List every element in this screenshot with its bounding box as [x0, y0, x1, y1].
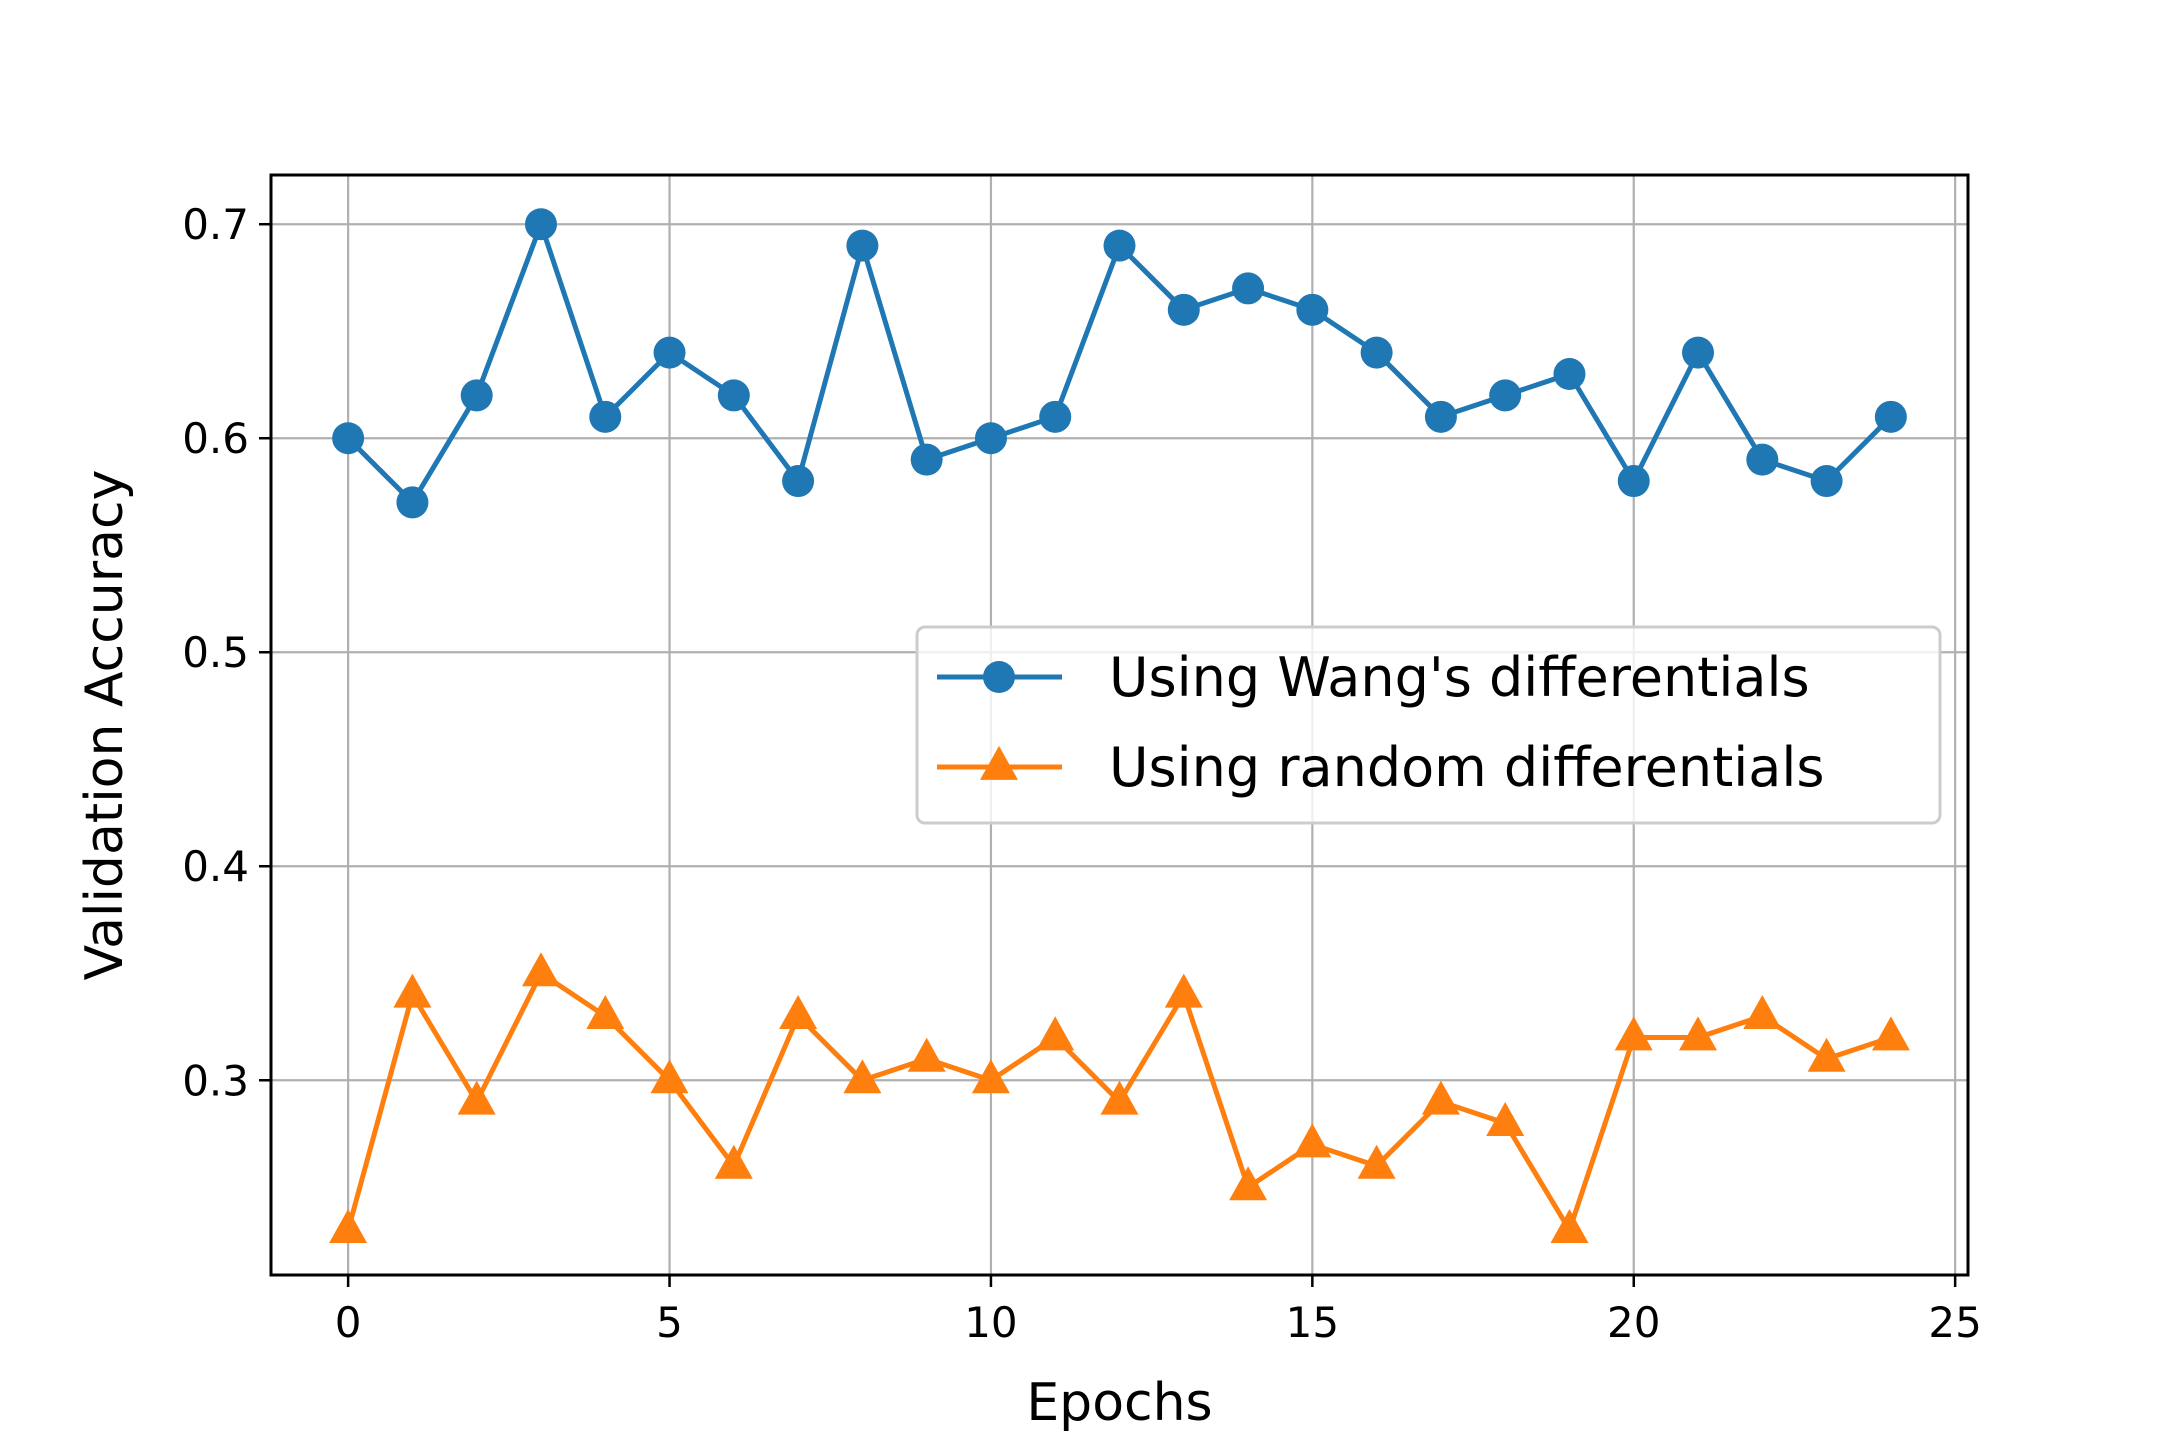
legend-item-1: Using Wang's differentials — [937, 646, 1810, 709]
series-1-point — [1232, 272, 1265, 305]
series-2-point — [1807, 1037, 1846, 1072]
series-1-point — [1424, 400, 1457, 433]
series-2-point — [714, 1144, 753, 1179]
legend-box — [915, 625, 1942, 825]
series-2-point — [1357, 1144, 1396, 1179]
series-2-point — [1100, 1080, 1139, 1115]
series-1-point — [1489, 379, 1522, 412]
series-1-point — [1103, 229, 1136, 262]
axis-ticks: 0 5 10 15 20 25 0.3 0.4 0.5 0.6 0.7 — [182, 200, 1982, 1347]
series-2-point — [779, 995, 818, 1029]
series-1-point — [1682, 336, 1715, 369]
series-1-point — [1617, 465, 1650, 498]
y-tick-label: 0.4 — [182, 842, 249, 891]
x-tick-label: 10 — [964, 1298, 1017, 1347]
series-2-point — [522, 952, 560, 987]
x-tick-label: 20 — [1607, 1298, 1660, 1347]
series-1-point — [589, 400, 622, 433]
series-2-point — [1164, 973, 1203, 1008]
series-1-point — [1296, 293, 1329, 326]
series-2-point — [1679, 1016, 1717, 1051]
series-2-point — [586, 995, 625, 1029]
series-1-point — [653, 336, 686, 369]
series-2-point — [393, 973, 432, 1008]
legend-marker — [980, 745, 1018, 780]
series-2-point — [1036, 1016, 1075, 1051]
series-1-point — [846, 229, 879, 262]
series-2-point — [907, 1037, 946, 1072]
legend: Using Wang's differentials Using random d… — [915, 625, 1942, 825]
y-tick-label: 0.5 — [182, 628, 249, 677]
series-2-point — [329, 1209, 368, 1243]
series-2-point — [1486, 1102, 1525, 1136]
y-tick-label: 0.7 — [182, 200, 249, 249]
series-2-point — [1743, 995, 1782, 1029]
series-1-point — [1810, 465, 1843, 498]
series-1-point — [460, 379, 493, 412]
x-tick-label: 25 — [1928, 1298, 1981, 1347]
series-layer — [329, 208, 1910, 1243]
series-2-point — [1614, 1016, 1653, 1051]
legend-label: Using random differentials — [1109, 736, 1825, 799]
series-2 — [329, 952, 1910, 1243]
y-tick-label: 0.3 — [182, 1056, 249, 1105]
series-1-point — [332, 422, 365, 455]
x-axis-label: Epochs — [1026, 1373, 1212, 1433]
plot-frame — [269, 173, 1970, 1277]
series-1-point — [974, 422, 1007, 455]
legend-label: Using Wang's differentials — [1109, 646, 1810, 709]
y-tick-label: 0.6 — [182, 414, 249, 463]
x-tick-label: 15 — [1286, 1298, 1339, 1347]
series-1-point — [1746, 443, 1779, 476]
series-2-point — [1229, 1166, 1268, 1201]
series-2-point — [650, 1059, 689, 1094]
series-1-point — [717, 379, 750, 412]
series-2-point — [1421, 1080, 1460, 1115]
series-1-point — [524, 208, 557, 241]
series-1-line — [346, 221, 1893, 505]
series-1-point — [910, 443, 943, 476]
series-2-point — [971, 1059, 1010, 1094]
x-tick-label: 5 — [656, 1298, 683, 1347]
series-1-point — [1167, 293, 1200, 326]
series-1-point — [782, 465, 815, 498]
series-2-point — [1871, 1016, 1910, 1051]
legend-items: Using Wang's differentials Using random d… — [937, 646, 1825, 799]
series-1-point — [1874, 400, 1907, 433]
series-1-point — [1360, 336, 1393, 369]
series-1-point — [396, 486, 429, 519]
series-2-point — [843, 1059, 882, 1094]
series-2-point — [457, 1080, 496, 1115]
y-axis-label: Validation Accuracy — [75, 470, 135, 981]
x-tick-label: 0 — [335, 1298, 362, 1347]
series-1 — [332, 208, 1907, 519]
legend-item-2: Using random differentials — [937, 736, 1825, 799]
series-2-point — [1293, 1123, 1332, 1158]
series-1-point — [1553, 358, 1586, 391]
series-1-point — [1039, 400, 1072, 433]
legend-marker — [983, 661, 1015, 693]
series-2-point — [1550, 1209, 1589, 1243]
